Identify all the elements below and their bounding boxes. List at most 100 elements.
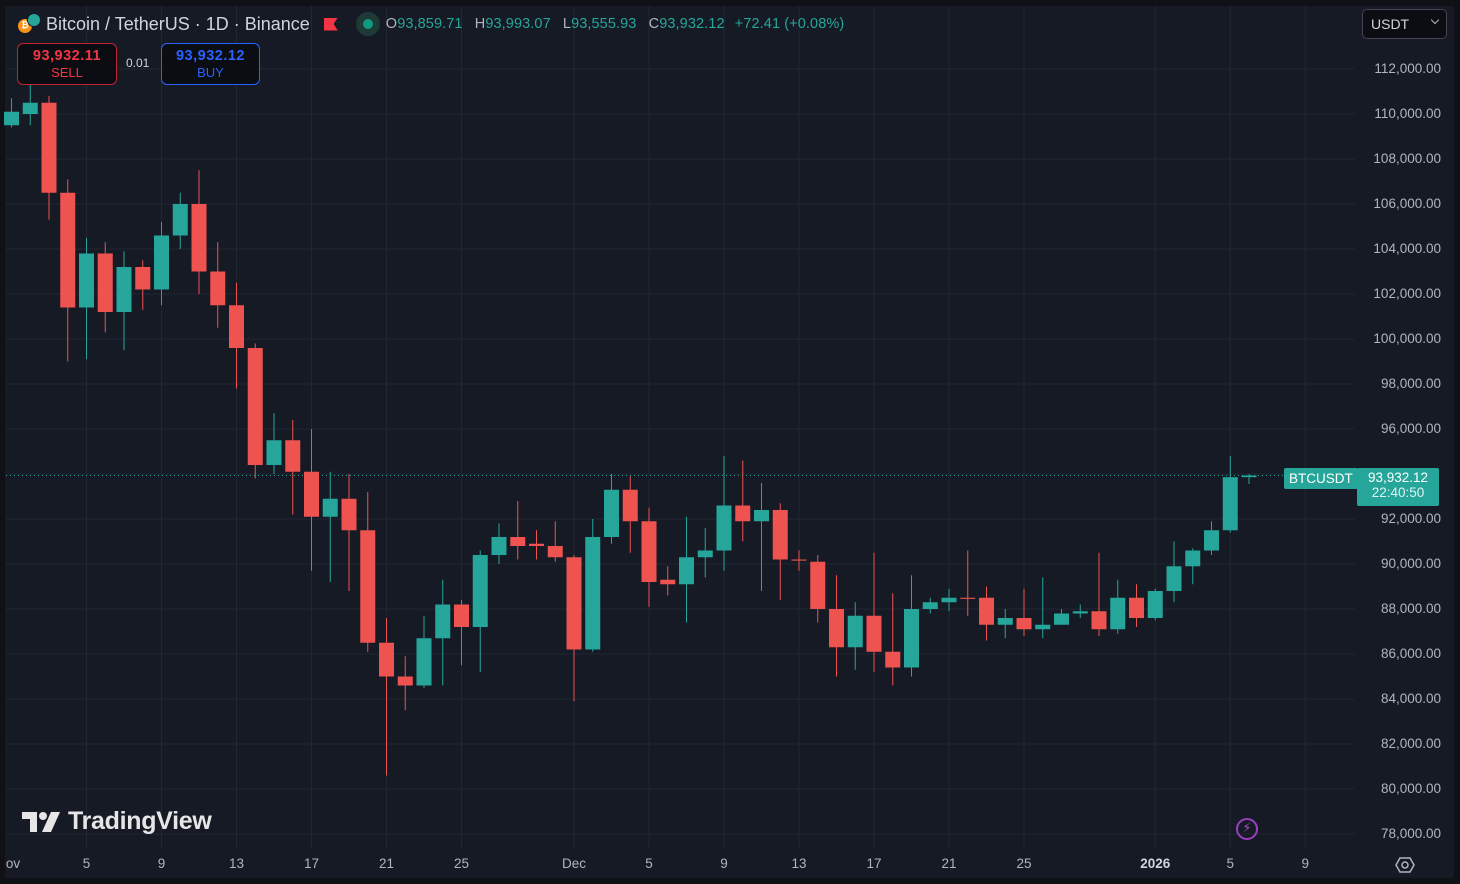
candle[interactable]: [1091, 552, 1107, 636]
candle[interactable]: [435, 579, 451, 686]
time-axis-label: 17: [303, 856, 320, 871]
candle[interactable]: [116, 251, 132, 351]
candle[interactable]: [1222, 456, 1238, 533]
candle[interactable]: [322, 471, 338, 582]
candle[interactable]: [41, 96, 57, 220]
candle[interactable]: [285, 420, 301, 515]
sell-button[interactable]: 93,932.11 SELL: [17, 43, 117, 85]
lightning-icon[interactable]: ⚡: [1236, 818, 1258, 840]
candle[interactable]: [1204, 521, 1219, 555]
candle[interactable]: [1035, 577, 1051, 639]
symbol-price-tag: BTCUSDT: [1284, 468, 1358, 489]
close-label: C: [648, 16, 660, 32]
candle[interactable]: [1185, 548, 1201, 585]
candle[interactable]: [22, 84, 38, 126]
candle[interactable]: [454, 600, 469, 666]
high-value: 93,993.07: [485, 16, 551, 32]
candle[interactable]: [4, 98, 19, 128]
candle[interactable]: [716, 456, 732, 571]
candle[interactable]: [679, 516, 694, 623]
candle[interactable]: [60, 179, 76, 362]
time-axis-label: 5: [1226, 856, 1235, 871]
price-axis-label: 84,000.00: [1380, 691, 1441, 706]
candle[interactable]: [810, 555, 826, 623]
last-price-value: 93,932.12: [1367, 470, 1429, 485]
tradingview-logo[interactable]: TradingView: [22, 807, 212, 836]
candle[interactable]: [791, 550, 807, 571]
time-axis-label: 9: [157, 856, 166, 871]
candle[interactable]: [847, 602, 863, 670]
candle[interactable]: [566, 555, 582, 702]
settings-hexagon-icon[interactable]: [1395, 855, 1415, 875]
last-price-tag: 93,932.12 22:40:50: [1357, 468, 1439, 506]
candle[interactable]: [829, 575, 844, 677]
candle[interactable]: [360, 492, 376, 652]
candle[interactable]: [247, 343, 263, 479]
price-axis-label: 78,000.00: [1380, 826, 1441, 841]
sell-label: SELL: [51, 65, 83, 80]
low-value: 93,555.93: [571, 16, 637, 32]
candle[interactable]: [191, 170, 207, 294]
candle[interactable]: [510, 501, 526, 560]
candle[interactable]: [904, 575, 919, 677]
candle[interactable]: [379, 618, 394, 776]
candle[interactable]: [210, 242, 226, 328]
candle[interactable]: [1110, 579, 1126, 634]
candle[interactable]: [604, 474, 619, 544]
candle[interactable]: [960, 550, 976, 616]
buy-price: 93,932.12: [175, 48, 245, 64]
candle[interactable]: [885, 593, 901, 686]
price-axis-label: 82,000.00: [1380, 736, 1441, 751]
candle[interactable]: [97, 242, 113, 333]
candle[interactable]: [472, 550, 488, 673]
candle[interactable]: [172, 192, 188, 249]
candle[interactable]: [529, 530, 544, 560]
candle[interactable]: [341, 474, 357, 591]
price-axis-label: 90,000.00: [1380, 556, 1441, 571]
candle[interactable]: [397, 656, 413, 711]
candle[interactable]: [304, 429, 319, 571]
red-flag-icon[interactable]: [323, 17, 338, 31]
candle[interactable]: [922, 597, 938, 614]
candle[interactable]: [1129, 584, 1144, 627]
price-axis-label: 92,000.00: [1380, 511, 1441, 526]
candle[interactable]: [979, 586, 994, 641]
candle[interactable]: [1241, 474, 1257, 484]
market-status-indicator[interactable]: [355, 12, 380, 36]
candle[interactable]: [135, 260, 151, 310]
market-open-dot-icon: [362, 19, 373, 29]
candle[interactable]: [585, 519, 601, 652]
candle[interactable]: [1054, 609, 1069, 625]
candle[interactable]: [622, 476, 638, 553]
candle[interactable]: [266, 413, 282, 474]
currency-select[interactable]: USDT: [1362, 9, 1447, 39]
candle[interactable]: [866, 552, 882, 672]
buy-button[interactable]: 93,932.12 BUY: [161, 43, 260, 85]
candle[interactable]: [491, 523, 507, 565]
candle[interactable]: [660, 566, 676, 596]
candle[interactable]: [416, 615, 432, 688]
candle[interactable]: [735, 460, 751, 542]
symbol-title[interactable]: Bitcoin / TetherUS · 1D · Binance: [46, 13, 310, 34]
candle[interactable]: [1147, 588, 1163, 621]
price-axis-label: 106,000.00: [1373, 196, 1441, 211]
candle[interactable]: [1072, 604, 1088, 619]
symbol-header: ₿ Bitcoin / TetherUS · 1D · Binance O93,…: [18, 12, 844, 36]
candle[interactable]: [697, 528, 713, 578]
candle[interactable]: [229, 282, 244, 389]
time-axis-label: 5: [82, 856, 91, 871]
candle[interactable]: [772, 503, 788, 600]
candle[interactable]: [641, 507, 657, 607]
candle[interactable]: [79, 237, 94, 360]
candle[interactable]: [1016, 588, 1032, 636]
chart-frame[interactable]: [5, 6, 1454, 878]
candle[interactable]: [754, 483, 769, 591]
candle[interactable]: [997, 609, 1013, 639]
candle[interactable]: [1166, 541, 1182, 603]
price-axis-label: 98,000.00: [1380, 376, 1441, 391]
time-axis-label: 17: [866, 856, 882, 871]
candle[interactable]: [547, 521, 563, 562]
candle[interactable]: [941, 588, 957, 612]
candle[interactable]: [154, 222, 169, 306]
